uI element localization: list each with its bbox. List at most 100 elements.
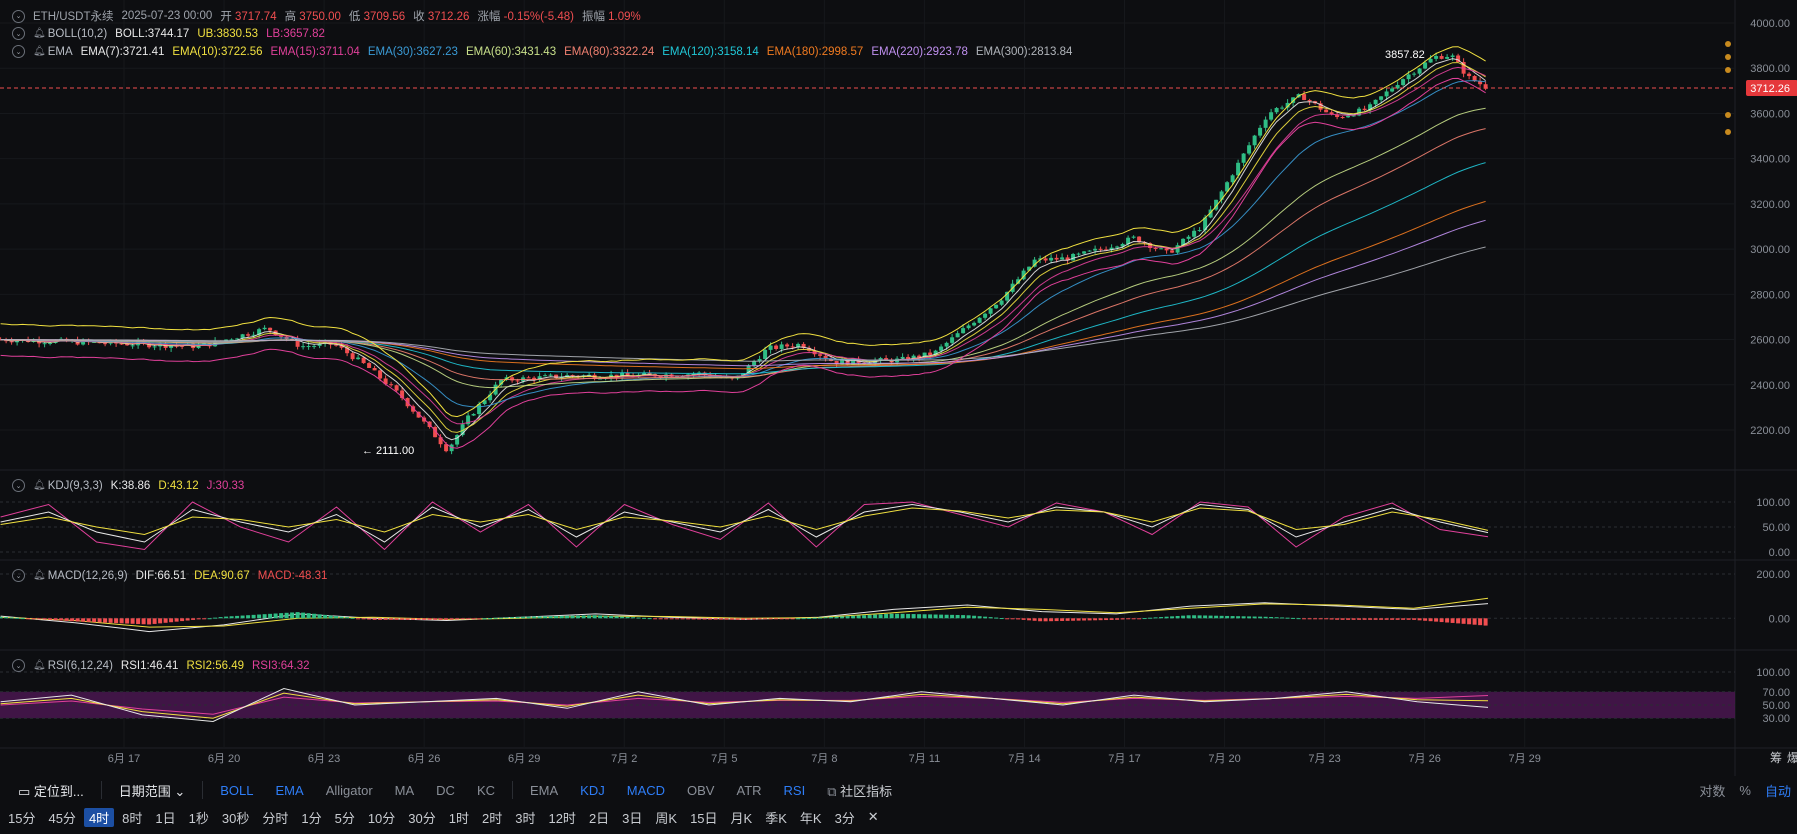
candle-body (548, 374, 553, 376)
macd-bar (829, 616, 834, 619)
main-indicators: BOLL EMA Alligator MA DC KC (209, 783, 506, 798)
kdj-name[interactable]: KDJ(9,3,3) (47, 479, 103, 492)
main-indicator-ma[interactable]: MA (394, 782, 415, 798)
macd-bar (1153, 617, 1158, 619)
timeframe-8时[interactable]: 8时 (122, 810, 143, 826)
x-tick-label: 7月 23 (1308, 753, 1340, 765)
macd-bar (202, 618, 207, 620)
last-price-tag (1746, 80, 1797, 97)
timeframe-15日[interactable]: 15日 (690, 810, 718, 826)
candle-body (1175, 245, 1180, 253)
candle-body (796, 343, 801, 348)
candle-body (339, 345, 344, 348)
main-indicator-ema[interactable]: EMA (275, 782, 304, 798)
macd-name[interactable]: MACD(12,26,9) (47, 569, 128, 582)
ema-legend-item: EMA(60):3431.43 (465, 45, 557, 58)
main-indicator-boll[interactable]: BOLL (220, 782, 254, 798)
collapse-toggle-icon[interactable]: ⌄ (12, 659, 25, 672)
community-indicators-button[interactable]: ⧉ 社区指标 (827, 783, 893, 799)
bell-icon[interactable]: 🔔︎ (33, 46, 46, 57)
main-indicator-kc[interactable]: KC (476, 782, 495, 798)
timeframe-12时[interactable]: 12时 (548, 810, 576, 826)
timeframe-4时[interactable]: 4时 (83, 807, 115, 827)
sub-indicator-macd[interactable]: MACD (626, 782, 666, 798)
candle-body (1148, 243, 1153, 249)
collapse-toggle-icon[interactable]: ⌄ (12, 479, 25, 492)
timeframe-3分[interactable]: 3分 (834, 810, 855, 826)
timeframe-45分[interactable]: 45分 (48, 810, 76, 826)
locate-button[interactable]: ▭ 定位到... (18, 783, 84, 799)
timeframe-2时[interactable]: 2时 (482, 810, 503, 826)
sub-indicator-ema[interactable]: EMA (530, 782, 559, 798)
chart-canvas[interactable]: 4000.00 3800.00 3600.00 3400.00 3200.00 3000.… (0, 0, 1797, 776)
macd-bar (746, 618, 751, 620)
timeframe-1时[interactable]: 1时 (448, 810, 469, 826)
timeframe-年K[interactable]: 年K (799, 810, 822, 826)
macd-y-tick: 200.00 (1756, 569, 1790, 581)
macd-bar (1450, 618, 1455, 623)
macd-bar (81, 618, 86, 622)
macd-bar (312, 613, 317, 619)
rsi-name[interactable]: RSI(6,12,24) (47, 659, 113, 672)
timeframe-30分[interactable]: 30分 (408, 810, 436, 826)
boll-lb: LB:3657.82 (266, 27, 325, 40)
timeframe-1秒[interactable]: 1秒 (188, 810, 209, 826)
candle-body (1087, 250, 1092, 252)
macd-bar (1428, 618, 1433, 622)
close-label: 收 (413, 11, 425, 23)
macd-bar (1417, 618, 1422, 621)
macd-bar (570, 615, 575, 619)
timeframe-月K[interactable]: 月K (730, 810, 753, 826)
scale-option-0[interactable]: 对数 (1699, 783, 1726, 799)
candle-body (779, 344, 784, 349)
timeframe-1日[interactable]: 1日 (155, 810, 176, 826)
sub-indicator-atr[interactable]: ATR (736, 782, 762, 798)
scale-option-1[interactable]: % (1739, 782, 1751, 798)
timeframe-3日[interactable]: 3日 (622, 810, 643, 826)
sub-indicator-obv[interactable]: OBV (687, 782, 715, 798)
bell-icon[interactable]: 🔔︎ (33, 480, 46, 491)
bell-icon[interactable]: 🔔︎ (33, 660, 46, 671)
main-indicator-alligator[interactable]: Alligator (325, 782, 373, 798)
candle-body (757, 358, 762, 362)
macd-bar (752, 618, 757, 620)
boll-name[interactable]: BOLL(10,2) (47, 27, 108, 40)
timeframe-5分[interactable]: 5分 (334, 810, 355, 826)
candle-body (774, 345, 779, 349)
candle-body (196, 345, 201, 349)
sub-indicator-kdj[interactable]: KDJ (580, 782, 605, 798)
candle-body (147, 343, 152, 348)
macd-bar (1142, 618, 1147, 620)
collapse-toggle-icon[interactable]: ⌄ (12, 569, 25, 582)
ema-name[interactable]: EMA (47, 45, 73, 58)
timeframe-30秒[interactable]: 30秒 (221, 810, 250, 826)
macd-bar (262, 614, 267, 619)
bell-icon[interactable]: 🔔︎ (33, 28, 46, 39)
candle-body (1478, 81, 1483, 85)
bell-icon[interactable]: 🔔︎ (33, 570, 46, 581)
timeframe-周K[interactable]: 周K (655, 810, 678, 826)
collapse-toggle-icon[interactable]: ⌄ (12, 9, 25, 23)
timeframe-10分[interactable]: 10分 (367, 810, 396, 826)
timeframe-3时[interactable]: 3时 (515, 810, 536, 826)
timeframe-2日[interactable]: 2日 (588, 810, 610, 826)
macd-bar (334, 616, 339, 619)
collapse-toggle-icon[interactable]: ⌄ (12, 27, 25, 40)
main-indicator-dc[interactable]: DC (436, 782, 455, 798)
macd-bar (1362, 618, 1367, 620)
timeframe-1分[interactable]: 1分 (301, 810, 322, 826)
timeframe-分时[interactable]: 分时 (262, 810, 289, 826)
candle-body (15, 340, 20, 343)
macd-bar (730, 618, 735, 620)
scale-option-2[interactable]: 自动 (1764, 783, 1791, 799)
candle-body (1318, 103, 1323, 110)
date-range-button[interactable]: 日期范围 ⌄ (118, 783, 186, 799)
timeframe-季K[interactable]: 季K (765, 810, 787, 826)
candle-body (1016, 279, 1021, 284)
collapse-toggle-icon[interactable]: ⌄ (12, 45, 25, 58)
candle-body (1137, 236, 1142, 243)
close-icon[interactable]: ✕ (867, 809, 879, 824)
timeframe-15分[interactable]: 15分 (8, 810, 36, 826)
sub-indicator-rsi[interactable]: RSI (783, 782, 806, 798)
ema-legend-item: EMA(80):3322.24 (564, 45, 655, 58)
